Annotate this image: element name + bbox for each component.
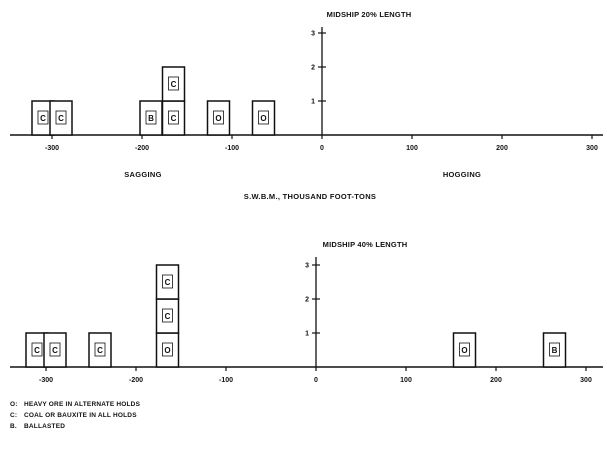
block-label: C bbox=[52, 346, 58, 355]
frequency-block bbox=[452, 332, 477, 368]
block-label-box bbox=[549, 342, 560, 357]
x-tick-label: 300 bbox=[586, 145, 598, 152]
sagging-label: SAGGING bbox=[124, 170, 162, 179]
block-label-box bbox=[168, 76, 179, 91]
x-tick-label: 200 bbox=[490, 377, 502, 384]
y-tick-label: 3 bbox=[305, 263, 309, 270]
y-tick-label: 3 bbox=[311, 31, 315, 38]
block-label-box bbox=[55, 110, 67, 125]
block-label: B bbox=[148, 114, 154, 123]
x-tick-label: 100 bbox=[406, 145, 418, 152]
block-label: C bbox=[34, 346, 40, 355]
block-label: C bbox=[40, 114, 46, 123]
frequency-block bbox=[542, 332, 567, 368]
y-tick-label: 1 bbox=[311, 99, 315, 106]
frequency-block bbox=[161, 66, 186, 102]
frequency-block bbox=[206, 100, 231, 136]
y-axis-ticks: 1 2 3 bbox=[311, 31, 326, 106]
x-tick-label: 200 bbox=[496, 145, 508, 152]
block-label-box bbox=[213, 110, 224, 125]
block-label: O bbox=[215, 114, 221, 123]
block-label-box bbox=[162, 274, 173, 289]
x-tick-label: -200 bbox=[129, 377, 143, 384]
block-label-box bbox=[162, 308, 173, 323]
y-tick-label: 2 bbox=[311, 65, 315, 72]
legend-code: O: bbox=[10, 401, 18, 408]
block-label-box bbox=[94, 342, 106, 357]
legend-item-coal: C: COAL OR BAUXITE IN ALL HOLDS bbox=[10, 412, 137, 419]
y-axis-ticks: 1 2 3 bbox=[305, 263, 320, 338]
block-label: C bbox=[58, 114, 64, 123]
x-tick-label: 100 bbox=[400, 377, 412, 384]
chart-title-midship-40: MIDSHIP 40% LENGTH bbox=[323, 240, 408, 249]
legend-text: COAL OR BAUXITE IN ALL HOLDS bbox=[24, 412, 137, 419]
block-label: C bbox=[165, 312, 171, 321]
block-label: C bbox=[97, 346, 103, 355]
x-tick-label: -100 bbox=[225, 145, 239, 152]
frequency-blocks: C C B C C O O bbox=[31, 66, 276, 136]
x-axis-title: S.W.B.M., THOUSAND FOOT-TONS bbox=[244, 192, 376, 201]
block-label: O bbox=[164, 346, 170, 355]
legend-item-ore: O: HEAVY ORE IN ALTERNATE HOLDS bbox=[10, 401, 140, 408]
hogging-label: HOGGING bbox=[443, 170, 481, 179]
x-tick-label: 300 bbox=[580, 377, 592, 384]
legend-text: BALLASTED bbox=[24, 423, 66, 430]
block-label-box bbox=[31, 342, 43, 357]
block-label: B bbox=[552, 346, 558, 355]
block-label: O bbox=[461, 346, 467, 355]
x-tick-label: 0 bbox=[314, 377, 318, 384]
y-tick-label: 2 bbox=[305, 297, 309, 304]
block-label-box bbox=[49, 342, 61, 357]
frequency-block bbox=[43, 332, 67, 368]
histogram-midship-40: MIDSHIP 40% LENGTH -300 -200 -100 0 100 200 30… bbox=[10, 240, 603, 384]
frequency-block bbox=[155, 264, 180, 300]
histogram-midship-20: MIDSHIP 20% LENGTH -300 -200 -100 0 100 200 30… bbox=[10, 10, 603, 201]
x-tick-label: -300 bbox=[45, 145, 59, 152]
block-label-box bbox=[258, 110, 269, 125]
block-label: O bbox=[260, 114, 266, 123]
y-tick-label: 1 bbox=[305, 331, 309, 338]
block-label: C bbox=[171, 114, 177, 123]
x-tick-label: -300 bbox=[39, 377, 53, 384]
block-label-box bbox=[168, 110, 179, 125]
x-tick-label: 0 bbox=[320, 145, 324, 152]
legend-item-ballasted: B. BALLASTED bbox=[10, 423, 65, 430]
frequency-blocks: C C C O C C O B bbox=[25, 264, 567, 368]
frequency-block bbox=[88, 332, 112, 368]
block-label: C bbox=[171, 80, 177, 89]
x-axis-ticks: -300 -200 -100 0 100 200 300 bbox=[39, 367, 592, 384]
block-label: C bbox=[165, 278, 171, 287]
block-label-box bbox=[459, 342, 470, 357]
legend-code: C: bbox=[10, 412, 18, 419]
block-label-box bbox=[162, 342, 173, 357]
x-tick-label: -200 bbox=[135, 145, 149, 152]
frequency-block bbox=[251, 100, 276, 136]
legend-text: HEAVY ORE IN ALTERNATE HOLDS bbox=[24, 401, 141, 408]
block-label-box bbox=[37, 110, 49, 125]
block-label-box bbox=[145, 110, 157, 125]
chart-title-midship-20: MIDSHIP 20% LENGTH bbox=[327, 10, 412, 19]
frequency-block bbox=[49, 100, 73, 136]
x-axis-ticks: -300 -200 -100 0 100 200 300 bbox=[45, 135, 598, 152]
x-tick-label: -100 bbox=[219, 377, 233, 384]
legend-code: B. bbox=[10, 423, 17, 430]
